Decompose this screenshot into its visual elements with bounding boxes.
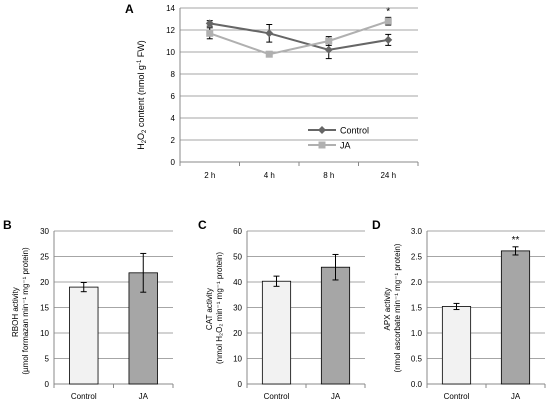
y-tick-label: 1.5 [411, 304, 423, 313]
x-tick-label: 8 h [323, 171, 334, 180]
y-tick-label: 3.0 [411, 227, 423, 236]
ylabel-line: CAT activity [205, 288, 214, 330]
y-tick-label: 0 [238, 380, 243, 389]
ylabel-line: (nmol ascorbate min⁻¹ mg⁻¹ protein) [393, 243, 402, 372]
x-tick-label: 24 h [380, 171, 396, 180]
panel-b-letter: B [3, 218, 12, 232]
y-tick-label: 5 [45, 355, 50, 364]
bar-ja [500, 250, 531, 385]
panel-c-y-axis-label: CAT activity (nmol H₂O₂ min⁻¹ mg⁻¹ prote… [205, 252, 224, 364]
panel-b-y-axis-label: RBOH activity (µmol formazan min⁻¹ mg⁻¹ … [11, 247, 30, 375]
x-tick-label: 2 h [204, 171, 215, 180]
panel-a-legend: Control JA [308, 126, 369, 151]
y-tick-label: 30 [40, 227, 49, 236]
panel-c-letter: C [198, 218, 207, 232]
y-tick-label: 1.0 [411, 329, 423, 338]
data-point-ja [384, 17, 392, 25]
y-tick-label: 12 [166, 26, 175, 35]
ylabel-sub: 2 [142, 129, 148, 133]
y-tick-label: 30 [233, 304, 242, 313]
y-tick-label: 25 [40, 253, 49, 262]
bar-control [69, 286, 99, 385]
panel-d-plot-area: 0.0 0.5 1.0 1.5 2.0 2.5 3.0 Control JA ** [411, 227, 546, 401]
y-tick-label: 10 [40, 329, 49, 338]
data-point-ja [206, 29, 214, 37]
series-line-control [209, 22, 389, 51]
y-tick-label: 8 [171, 70, 176, 79]
y-tick-label: 15 [40, 304, 49, 313]
y-tick-label: 2.5 [411, 253, 423, 262]
ylabel-part: content (nmol g [136, 65, 146, 130]
y-tick-label: 20 [233, 329, 242, 338]
panel-b-plot-area: 0 5 10 15 20 25 30 Control JA [40, 227, 174, 401]
y-tick-label: 10 [233, 355, 242, 364]
panel-a-line-chart: A H2O2 content (nmol g-1 FW) 02468101214… [125, 2, 419, 180]
ylabel-part: H [136, 143, 146, 150]
y-tick-label: 50 [233, 253, 242, 262]
x-tick-label: Control [444, 392, 470, 401]
data-point-control [205, 19, 214, 28]
x-tick-label: JA [331, 392, 341, 401]
y-tick-label: 2 [171, 136, 176, 145]
y-tick-label: 0.0 [411, 380, 423, 389]
data-point-ja [325, 37, 333, 45]
x-tick-label: Control [264, 392, 290, 401]
panel-a-letter: A [125, 2, 134, 16]
legend-label-control: Control [340, 126, 369, 136]
x-tick-label: JA [511, 392, 521, 401]
panel-b-bar-chart: B RBOH activity (µmol formazan min⁻¹ mg⁻… [3, 218, 174, 401]
ylabel-line: (µmol formazan min⁻¹ mg⁻¹ protein) [21, 247, 30, 375]
y-tick-label: 6 [171, 92, 176, 101]
data-point-ja [265, 50, 273, 58]
y-tick-label: 10 [166, 48, 175, 57]
significance-marker: * [386, 6, 390, 17]
panel-d-bar-chart: D APX activity (nmol ascorbate min⁻¹ mg⁻… [372, 218, 546, 401]
y-tick-label: 0.5 [411, 355, 423, 364]
ylabel-line: APX activity [383, 288, 392, 331]
bar-control [261, 280, 292, 385]
y-tick-label: 0 [171, 158, 176, 167]
panel-c-bar-chart: C CAT activity (nmol H₂O₂ min⁻¹ mg⁻¹ pro… [198, 218, 366, 401]
x-tick-label: JA [139, 392, 149, 401]
ylabel-line: RBOH activity [11, 287, 20, 337]
legend-label-ja: JA [340, 141, 351, 151]
significance-marker: ** [512, 235, 520, 246]
ylabel-sub: 2 [142, 139, 148, 143]
y-tick-label: 20 [40, 278, 49, 287]
bar-ja [320, 266, 351, 385]
legend-marker-ja [318, 141, 326, 149]
y-tick-label: 2.0 [411, 278, 423, 287]
ylabel-part: O [136, 133, 146, 140]
y-tick-label: 4 [171, 114, 176, 123]
data-point-control [384, 35, 393, 44]
ylabel-line: (nmol H₂O₂ min⁻¹ mg⁻¹ protein) [215, 252, 224, 364]
y-tick-label: 0 [45, 380, 50, 389]
ylabel-part: FW) [136, 40, 146, 60]
y-tick-label: 14 [166, 4, 175, 13]
x-tick-label: 4 h [264, 171, 275, 180]
panel-c-plot-area: 0 10 20 30 40 50 60 Control JA [233, 227, 366, 401]
series-line-ja [209, 20, 389, 56]
data-point-control [324, 45, 333, 54]
ylabel-sup: -1 [137, 59, 143, 65]
y-tick-label: 60 [233, 227, 242, 236]
y-tick-label: 40 [233, 278, 242, 287]
legend-marker-control [318, 126, 326, 134]
panel-d-letter: D [372, 218, 381, 232]
bar-control [441, 306, 472, 385]
panel-a-y-axis-label: H2O2 content (nmol g-1 FW) [136, 40, 148, 150]
x-tick-label: Control [71, 392, 97, 401]
panel-a-plot-area: 0 2 4 6 8 10 12 14 2 h 4 h 8 h 24 h * [166, 4, 419, 180]
data-point-control [265, 29, 274, 38]
panel-d-y-axis-label: APX activity (nmol ascorbate min⁻¹ mg⁻¹ … [383, 243, 402, 372]
